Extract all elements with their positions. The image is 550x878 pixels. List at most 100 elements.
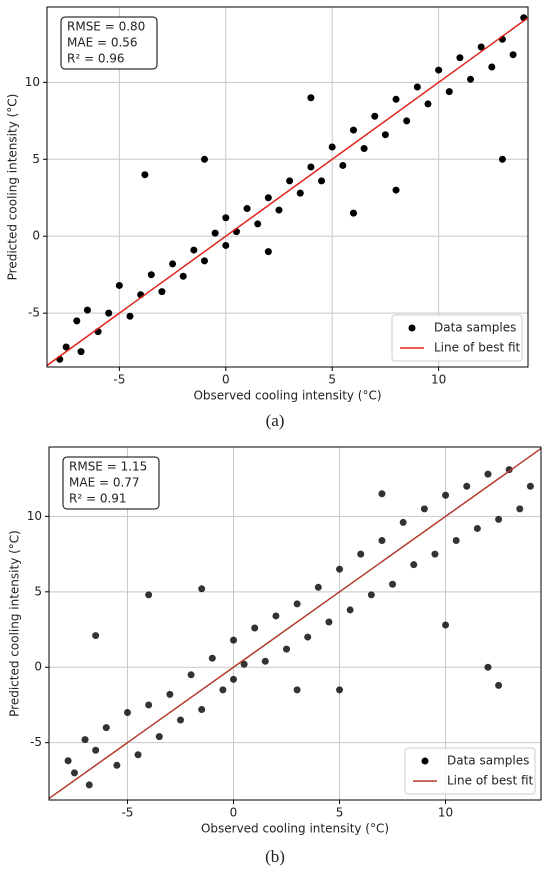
data-point: [304, 633, 312, 641]
data-point: [254, 220, 262, 228]
data-point: [200, 155, 208, 163]
y-tick-label: 10: [25, 75, 40, 89]
data-point: [141, 171, 149, 179]
data-point: [272, 612, 280, 620]
data-point: [336, 686, 344, 694]
data-point: [463, 482, 471, 490]
legend-label: Line of best fit: [447, 774, 534, 788]
data-point: [431, 550, 439, 558]
data-point: [145, 701, 153, 709]
chart: -5 0 5 10 -5 0 5 10 Observed cooling intensity (…: [8, 446, 542, 866]
y-tick-label: 0: [34, 660, 42, 674]
data-point: [435, 66, 443, 74]
data-point: [367, 591, 375, 599]
x-tick-label: 0: [222, 373, 230, 387]
data-point: [147, 271, 155, 279]
data-point: [283, 645, 291, 653]
data-point: [286, 177, 294, 185]
data-point: [219, 686, 227, 694]
data-point: [115, 281, 123, 289]
data-point: [381, 131, 389, 139]
data-point: [230, 675, 237, 683]
x-tick-label: 5: [336, 806, 344, 820]
data-point: [328, 143, 336, 151]
data-point: [77, 348, 85, 356]
data-point: [495, 515, 503, 523]
legend-box: [404, 747, 536, 795]
x-tick-label: 10: [438, 806, 453, 820]
data-point: [123, 709, 131, 717]
stats-text: RMSE = 1.15: [69, 460, 147, 474]
data-point: [452, 537, 460, 545]
data-point: [179, 272, 187, 280]
data-point: [176, 716, 184, 724]
data-point: [198, 585, 206, 593]
caption: (a): [266, 411, 285, 430]
stats-text: R² = 0.96: [67, 52, 125, 66]
data-point: [498, 155, 506, 163]
data-point: [325, 618, 333, 626]
data-point: [187, 671, 195, 679]
data-point: [169, 260, 177, 268]
fit-line: [49, 447, 541, 800]
data-point: [357, 550, 365, 558]
data-point: [495, 681, 503, 689]
data-point: [473, 524, 481, 532]
plot-area: [47, 14, 528, 367]
data-point: [105, 309, 113, 317]
data-point: [243, 205, 251, 213]
data-point: [264, 194, 272, 202]
data-point: [198, 705, 206, 713]
axes-frame: [48, 446, 542, 801]
legend-label: Line of best fit: [434, 341, 521, 355]
y-tick-label: 10: [27, 509, 42, 523]
data-point: [64, 757, 72, 765]
data-point: [392, 95, 400, 103]
y-tick-label: 0: [32, 229, 40, 243]
data-point: [102, 724, 110, 732]
data-point: [484, 663, 492, 671]
legend-box: [391, 314, 523, 362]
data-point: [442, 491, 450, 499]
stats-text: MAE = 0.77: [69, 476, 140, 490]
data-point: [81, 736, 89, 744]
fit-line: [47, 17, 528, 367]
data-point: [307, 163, 315, 171]
data-point: [264, 248, 272, 256]
data-point: [293, 686, 301, 694]
data-point: [442, 621, 450, 629]
data-point: [85, 781, 93, 789]
data-point: [261, 657, 269, 665]
y-tick-label: -5: [28, 306, 40, 320]
data-point: [410, 561, 418, 569]
data-point: [70, 769, 78, 777]
data-point: [200, 257, 208, 265]
data-point: [134, 751, 142, 759]
data-point: [399, 518, 407, 526]
data-point: [420, 505, 428, 513]
data-point: [230, 636, 237, 644]
data-point: [251, 624, 259, 632]
y-tick-label: 5: [34, 584, 42, 598]
data-point: [424, 100, 432, 108]
x-tick-label: -5: [113, 373, 125, 387]
data-point: [158, 288, 166, 296]
data-point: [318, 177, 326, 185]
x-tick-label: 5: [328, 373, 336, 387]
data-point: [484, 470, 492, 478]
data-point: [360, 145, 368, 153]
data-point: [166, 690, 174, 698]
data-point: [222, 241, 230, 249]
x-axis-label: Observed cooling intensity (°C): [193, 389, 381, 403]
data-point: [349, 209, 357, 217]
data-point: [293, 600, 301, 608]
data-point: [378, 490, 386, 498]
data-point: [73, 317, 81, 325]
stats-box: [62, 456, 160, 510]
data-point: [113, 761, 121, 769]
caption: (b): [265, 847, 285, 866]
chart: -5 0 5 10 -5 0 5 10 Observed cooling intensity (…: [6, 6, 529, 430]
data-point: [296, 189, 304, 197]
x-tick-label: 10: [431, 373, 446, 387]
